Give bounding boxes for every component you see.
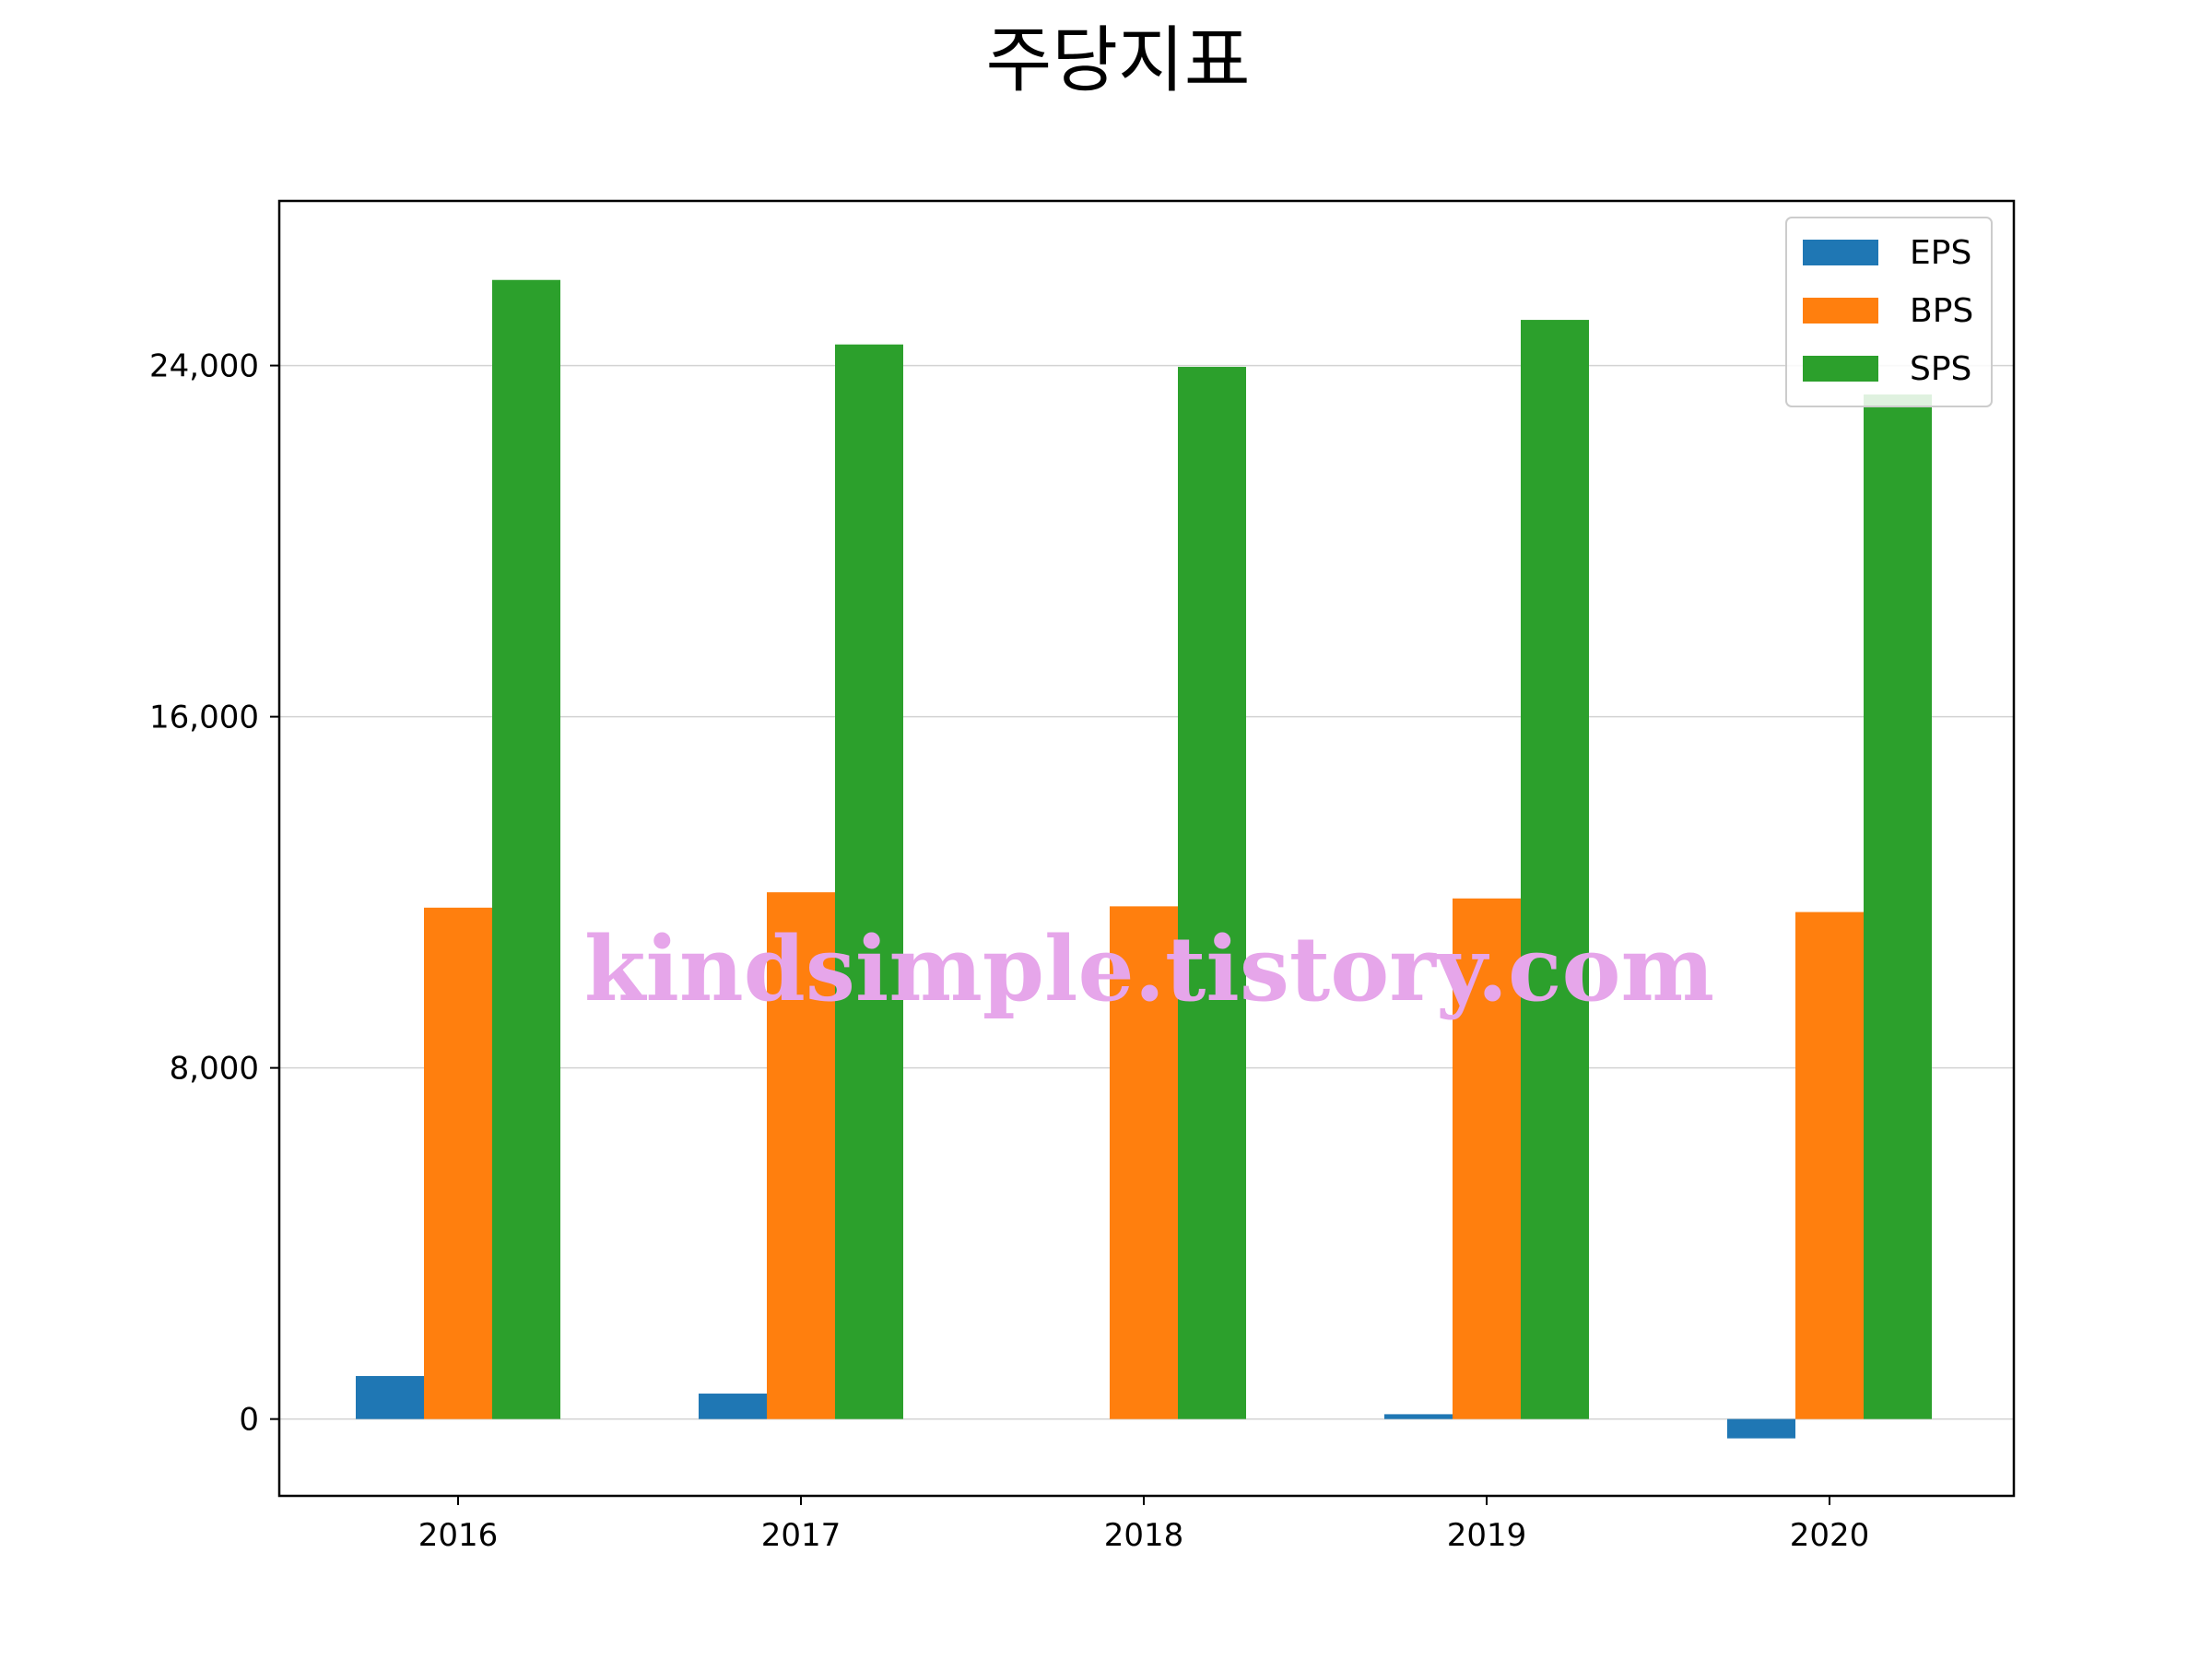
bar-sps-2018 bbox=[1178, 367, 1246, 1419]
plot-frame bbox=[277, 199, 2016, 1498]
bar-eps-2020 bbox=[1727, 1418, 1795, 1439]
legend-label-sps: SPS bbox=[1910, 350, 1971, 388]
bar-bps-2019 bbox=[1453, 898, 1521, 1419]
bar-eps-2017 bbox=[699, 1394, 767, 1419]
legend-label-eps: EPS bbox=[1910, 234, 1971, 272]
x-tick-label: 2019 bbox=[1447, 1517, 1527, 1554]
x-tick-label: 2017 bbox=[761, 1517, 841, 1554]
chart-title: 주당지표 bbox=[985, 19, 1250, 102]
legend-label-bps: BPS bbox=[1910, 292, 1973, 330]
y-tick-label: 8,000 bbox=[170, 1051, 259, 1088]
x-tick-label: 2016 bbox=[418, 1517, 499, 1554]
watermark: kindsimple.tistory.com bbox=[584, 917, 1714, 1021]
bar-eps-2019 bbox=[1384, 1414, 1453, 1419]
bar-sps-2020 bbox=[1864, 394, 1932, 1419]
legend-swatch-bps bbox=[1803, 298, 1878, 324]
bar-bps-2017 bbox=[767, 892, 835, 1419]
legend: EPS BPS SPS bbox=[1785, 217, 1993, 407]
bar-bps-2020 bbox=[1795, 912, 1864, 1419]
bar-sps-2019 bbox=[1521, 320, 1589, 1419]
bar-sps-2017 bbox=[835, 344, 903, 1419]
bar-bps-2018 bbox=[1110, 906, 1178, 1419]
legend-swatch-eps bbox=[1803, 240, 1878, 265]
legend-swatch-sps bbox=[1803, 356, 1878, 382]
bar-bps-2016 bbox=[424, 907, 492, 1419]
bars bbox=[356, 279, 1932, 1439]
x-tick-label: 2018 bbox=[1104, 1517, 1184, 1554]
x-tick-label: 2020 bbox=[1790, 1517, 1870, 1554]
y-tick-label: 16,000 bbox=[149, 700, 259, 736]
y-tick-label: 24,000 bbox=[149, 348, 259, 385]
axis-ticks: 0 8,000 16,000 24,000 2016 2017 2018 2019 2020 bbox=[149, 348, 1869, 1554]
bar-eps-2016 bbox=[356, 1375, 424, 1419]
y-tick-label: 0 bbox=[239, 1402, 259, 1439]
bar-sps-2016 bbox=[492, 279, 560, 1419]
